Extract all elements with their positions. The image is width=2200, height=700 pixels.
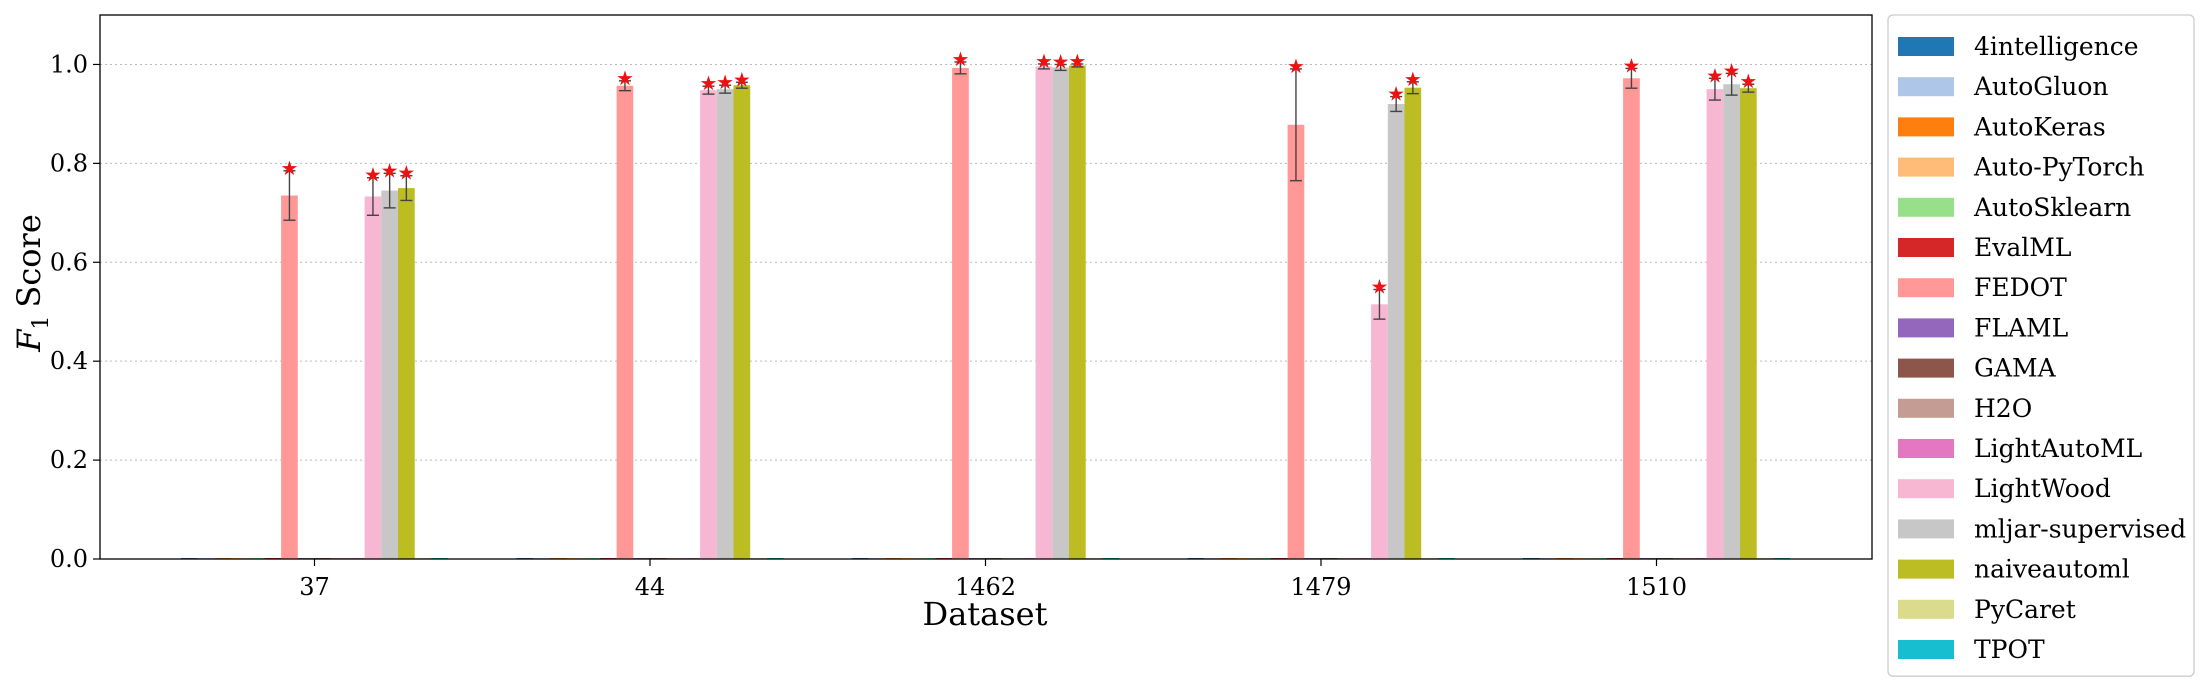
significance-star: ★ [1404, 67, 1422, 91]
bar [1623, 78, 1640, 559]
bar [1723, 84, 1740, 560]
legend-label: Auto-PyTorch [1973, 153, 2144, 182]
legend-label: LightAutoML [1974, 434, 2142, 463]
x-tick-label: 37 [299, 573, 330, 601]
y-axis-label-rest: Score [10, 214, 48, 307]
legend: 4intelligence AutoGluon AutoKeras Auto-PyTo… [1887, 14, 2195, 677]
legend-label: FEDOT [1974, 273, 2067, 302]
y-axis-label-sub: 1 [29, 316, 54, 330]
x-axis-label: Dataset [923, 595, 1048, 633]
legend-swatch [1898, 37, 1954, 56]
bar [1706, 89, 1724, 559]
legend-swatch [1898, 278, 1954, 298]
bar [1035, 66, 1053, 559]
y-tick-label: 0.2 [50, 446, 88, 474]
bar [1371, 304, 1388, 559]
legend-label: AutoSklearn [1973, 193, 2131, 222]
legend-swatch [1898, 439, 1954, 458]
legend-label: PyCaret [1974, 595, 2076, 624]
significance-star: ★ [1622, 53, 1640, 77]
legend-swatch [1898, 358, 1954, 378]
y-tick-label: 0.0 [50, 545, 88, 573]
significance-star: ★ [397, 161, 415, 185]
legend-label: EvalML [1974, 233, 2071, 262]
legend-label: H2O [1974, 394, 2032, 423]
significance-star: ★ [364, 163, 382, 187]
significance-star: ★ [1068, 49, 1086, 73]
legend-swatch [1898, 599, 1954, 619]
legend-swatch [1898, 479, 1954, 499]
legend-label: mljar-supervised [1974, 514, 2186, 543]
legend-swatch [1898, 157, 1954, 177]
significance-star: ★ [381, 158, 399, 182]
bar [1404, 87, 1422, 559]
legend-swatch [1898, 117, 1954, 137]
bar [1387, 104, 1405, 559]
bar [1287, 124, 1305, 559]
y-tick-label: 0.6 [50, 248, 88, 276]
y-axis-label: F1 Score [10, 214, 54, 353]
legend-label: AutoKeras [1973, 112, 2106, 141]
significance-star: ★ [1706, 63, 1724, 87]
legend-box [1887, 14, 2195, 677]
significance-star: ★ [699, 71, 717, 95]
legend-label: AutoGluon [1973, 72, 2108, 101]
legend-label: FLAML [1974, 313, 2068, 342]
legend-label: 4intelligence [1974, 32, 2139, 61]
legend-label: naiveautoml [1974, 555, 2130, 584]
x-tick-label: 1462 [955, 573, 1016, 601]
y-tick-label: 0.4 [50, 347, 88, 375]
axes: 0.0 0.2 0.4 0.6 0.8 1.0 37 44 1462 1479 1510 [50, 14, 1873, 601]
y-tick-label: 0.8 [50, 149, 88, 177]
y-axis-label-main: F [10, 328, 48, 353]
significance-star: ★ [733, 67, 751, 91]
bar [1069, 65, 1086, 559]
significance-star: ★ [616, 66, 634, 90]
significance-star: ★ [280, 156, 298, 180]
legend-swatch [1898, 398, 1954, 418]
significance-star: ★ [716, 70, 734, 94]
legend-swatch [1898, 640, 1954, 659]
bars: ★ ★★★★ ★★★★ ★★★ ★★★★★ ★★★ [180, 47, 1791, 560]
bar [381, 190, 398, 559]
significance-star: ★ [1035, 49, 1053, 73]
legend-swatch [1898, 197, 1954, 217]
legend-swatch [1898, 519, 1954, 539]
significance-star: ★ [1739, 69, 1757, 93]
legend-swatch [1898, 77, 1954, 97]
bar [364, 196, 382, 560]
legend-swatch [1898, 318, 1954, 338]
legend-label: TPOT [1974, 635, 2045, 664]
bar [398, 188, 415, 559]
x-tick-label: 44 [635, 573, 666, 601]
x-tick-label: 1510 [1626, 573, 1687, 601]
bar [1740, 88, 1757, 560]
bar [281, 195, 298, 559]
bar [616, 85, 634, 559]
legend-swatch [1898, 559, 1954, 579]
significance-star: ★ [1370, 274, 1388, 298]
significance-star: ★ [1723, 58, 1741, 82]
bar [733, 85, 751, 559]
bar [716, 89, 734, 559]
legend-label: LightWood [1974, 474, 2111, 503]
x-tick-label: 1479 [1290, 573, 1351, 601]
plot-frame [99, 14, 1873, 560]
legend-swatch [1898, 238, 1954, 257]
bar [700, 90, 717, 560]
significance-star: ★ [1052, 49, 1070, 73]
y-tick-label: 1.0 [50, 50, 88, 78]
legend-label: GAMA [1974, 354, 2057, 383]
bar [1052, 67, 1069, 560]
significance-star: ★ [951, 47, 969, 71]
significance-star: ★ [1387, 82, 1405, 106]
significance-star: ★ [1287, 54, 1305, 78]
bar [952, 67, 969, 559]
